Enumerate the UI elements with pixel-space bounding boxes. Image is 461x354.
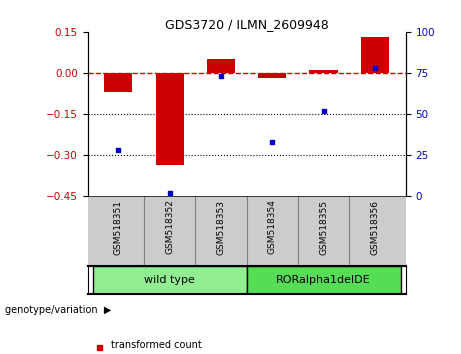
Point	[269, 139, 276, 145]
Point	[217, 73, 225, 79]
Text: RORalpha1delDE: RORalpha1delDE	[276, 275, 371, 285]
Text: GSM518353: GSM518353	[217, 200, 225, 255]
Text: GSM518351: GSM518351	[114, 200, 123, 255]
Bar	[247, 266, 401, 294]
Point	[371, 65, 378, 71]
Text: GSM518356: GSM518356	[370, 200, 379, 255]
Point	[320, 108, 327, 114]
Bar	[104, 73, 132, 92]
Bar	[155, 73, 184, 165]
Point	[115, 147, 122, 153]
Point	[166, 190, 173, 196]
Text: transformed count: transformed count	[111, 340, 201, 350]
Text: GSM518352: GSM518352	[165, 200, 174, 255]
Bar	[93, 266, 247, 294]
Bar	[258, 73, 286, 78]
Text: GSM518355: GSM518355	[319, 200, 328, 255]
Bar	[361, 37, 389, 73]
Text: GSM518354: GSM518354	[268, 200, 277, 255]
Bar	[309, 70, 338, 73]
Text: wild type: wild type	[144, 275, 195, 285]
Title: GDS3720 / ILMN_2609948: GDS3720 / ILMN_2609948	[165, 18, 329, 31]
Bar	[207, 59, 235, 73]
Text: genotype/variation  ▶: genotype/variation ▶	[5, 305, 111, 315]
